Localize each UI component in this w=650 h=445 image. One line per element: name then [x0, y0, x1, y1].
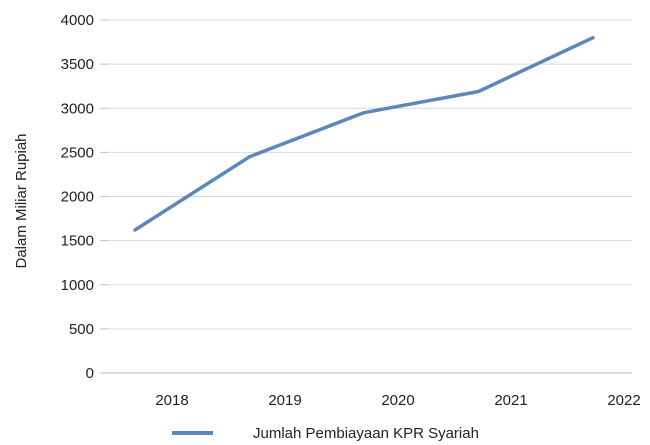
- legend-label: Jumlah Pembiayaan KPR Syariah: [253, 425, 479, 442]
- x-tick-label: 2022: [607, 392, 640, 409]
- x-tick-label: 2019: [268, 392, 301, 409]
- y-tick-label: 0: [86, 365, 94, 382]
- y-tick-label: 2500: [61, 144, 94, 161]
- y-tick-label: 3000: [61, 100, 94, 117]
- x-tick-label: 2020: [381, 392, 414, 409]
- y-tick-label: 1500: [61, 233, 94, 250]
- x-tick-label: 2018: [155, 392, 188, 409]
- y-tick-label: 4000: [61, 12, 94, 29]
- y-axis-tick-labels: 0 500 1000 1500 2000 2500 3000 3500 4000: [61, 12, 94, 382]
- legend: Jumlah Pembiayaan KPR Syariah: [172, 425, 479, 442]
- x-tick-label: 2021: [494, 392, 527, 409]
- series-line: [133, 35, 595, 232]
- x-axis-tick-labels: 2018 2019 2020 2021 2022: [155, 392, 640, 409]
- y-tick-label: 1000: [61, 277, 94, 294]
- y-tick-label: 500: [69, 321, 94, 338]
- gridlines: [100, 19, 632, 374]
- y-tick-label: 3500: [61, 56, 94, 73]
- y-axis-label: Dalam Miliar Rupiah: [13, 133, 30, 268]
- y-tick-label: 2000: [61, 189, 94, 206]
- series-layer: [133, 35, 595, 232]
